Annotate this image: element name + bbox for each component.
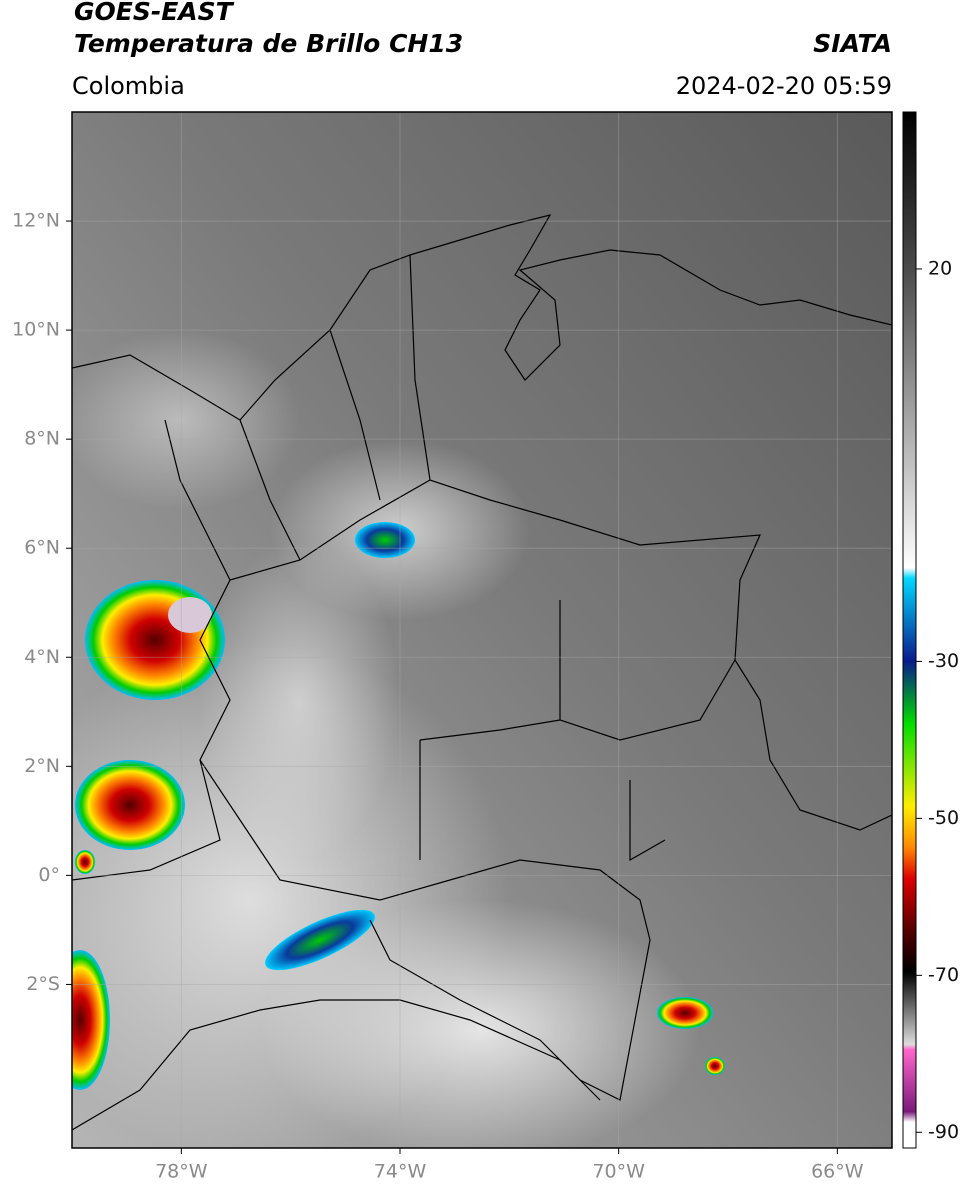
title: GOES-EAST bbox=[74, 0, 235, 26]
region: Colombia bbox=[72, 72, 185, 100]
colorbar-tick-label: -50 bbox=[928, 807, 959, 829]
lat-tick-label: 12°N bbox=[12, 210, 60, 232]
lon-tick-label: 70°W bbox=[592, 1161, 645, 1183]
lon-tick-label: 78°W bbox=[155, 1161, 208, 1183]
lat-tick-label: 2°S bbox=[26, 973, 60, 995]
lat-tick-label: 0° bbox=[38, 864, 60, 886]
lat-tick-label: 10°N bbox=[12, 319, 60, 341]
colorbar-tick-label: -70 bbox=[928, 964, 959, 986]
timestamp: 2024-02-20 05:59 bbox=[676, 72, 892, 100]
colorbar-tick-label: -30 bbox=[928, 650, 959, 672]
lon-tick-label: 66°W bbox=[811, 1161, 864, 1183]
colorbar-tick-label: 20 bbox=[928, 257, 952, 279]
lat-tick-label: 8°N bbox=[24, 428, 60, 450]
lon-tick-label: 74°W bbox=[374, 1161, 427, 1183]
map-frame bbox=[71, 111, 893, 1149]
satellite-image bbox=[72, 112, 892, 1148]
lat-tick-label: 2°N bbox=[24, 755, 60, 777]
lat-tick-label: 4°N bbox=[24, 646, 60, 668]
subtitle: Temperatura de Brillo CH13 bbox=[74, 29, 463, 58]
source: SIATA bbox=[813, 29, 892, 58]
colorbar bbox=[902, 111, 917, 1149]
graticule bbox=[72, 112, 892, 1148]
colorbar-tick-label: -90 bbox=[928, 1121, 959, 1143]
lat-tick-label: 6°N bbox=[24, 537, 60, 559]
